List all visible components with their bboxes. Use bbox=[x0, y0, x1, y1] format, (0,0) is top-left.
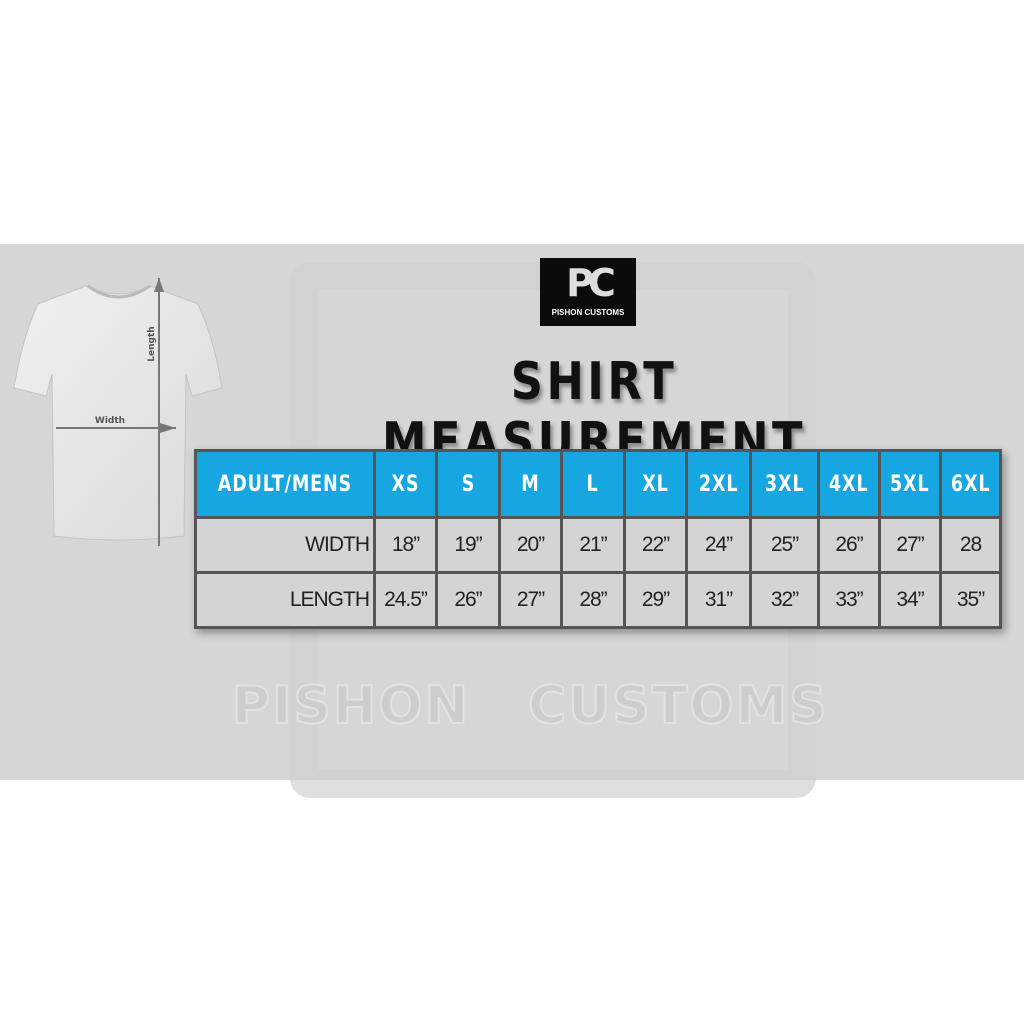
table-cell: 27” bbox=[501, 574, 560, 626]
size-chart-table: ADULT/MENS XS S M L XL 2XL 3XL 4XL 5XL 6… bbox=[194, 449, 1002, 629]
width-label: Width bbox=[95, 416, 125, 426]
header-cell: XL bbox=[626, 452, 685, 516]
watermark-left-text: PISHON bbox=[231, 675, 471, 737]
header-cell: 4XL bbox=[820, 452, 878, 516]
table-cell: 19” bbox=[438, 519, 498, 571]
logo-mark-icon: PC bbox=[566, 261, 616, 305]
header-row: ADULT/MENS XS S M L XL 2XL 3XL 4XL 5XL 6… bbox=[197, 452, 999, 516]
table-row-length: LENGTH 24.5” 26” 27” 28” 29” 31” 32” 33”… bbox=[197, 574, 999, 626]
row-label: WIDTH bbox=[197, 519, 373, 571]
header-cell: L bbox=[563, 452, 623, 516]
watermark-right-text: CUSTOMS bbox=[527, 675, 829, 737]
table-cell: 22” bbox=[626, 519, 685, 571]
header-cell: 3XL bbox=[752, 452, 817, 516]
table-row-width: WIDTH 18” 19” 20” 21” 22” 24” 25” 26” 27… bbox=[197, 519, 999, 571]
table-cell: 31” bbox=[688, 574, 749, 626]
header-cell: XS bbox=[376, 452, 435, 516]
table-cell: 26” bbox=[820, 519, 878, 571]
table-cell: 25” bbox=[752, 519, 817, 571]
table-cell: 29” bbox=[626, 574, 685, 626]
header-cell: 6XL bbox=[942, 452, 999, 516]
table-cell: 20” bbox=[501, 519, 560, 571]
table-cell: 27” bbox=[881, 519, 939, 571]
row-label: LENGTH bbox=[197, 574, 373, 626]
header-cell: 5XL bbox=[881, 452, 939, 516]
tshirt-illustration: Length Width bbox=[13, 278, 223, 546]
table-cell: 24” bbox=[688, 519, 749, 571]
table-cell: 26” bbox=[438, 574, 498, 626]
header-cell: ADULT/MENS bbox=[197, 452, 373, 516]
header-cell: S bbox=[438, 452, 498, 516]
length-label: Length bbox=[147, 326, 157, 361]
table-cell: 24.5” bbox=[376, 574, 435, 626]
table-cell: 28 bbox=[942, 519, 999, 571]
table-cell: 28” bbox=[563, 574, 623, 626]
table-cell: 21” bbox=[563, 519, 623, 571]
table-cell: 32” bbox=[752, 574, 817, 626]
table-cell: 34” bbox=[881, 574, 939, 626]
header-cell: M bbox=[501, 452, 560, 516]
brand-logo: PC PISHON CUSTOMS bbox=[540, 258, 636, 326]
table-cell: 35” bbox=[942, 574, 999, 626]
table-cell: 18” bbox=[376, 519, 435, 571]
table-cell: 33” bbox=[820, 574, 878, 626]
logo-text: PISHON CUSTOMS bbox=[551, 308, 625, 317]
header-cell: 2XL bbox=[688, 452, 749, 516]
